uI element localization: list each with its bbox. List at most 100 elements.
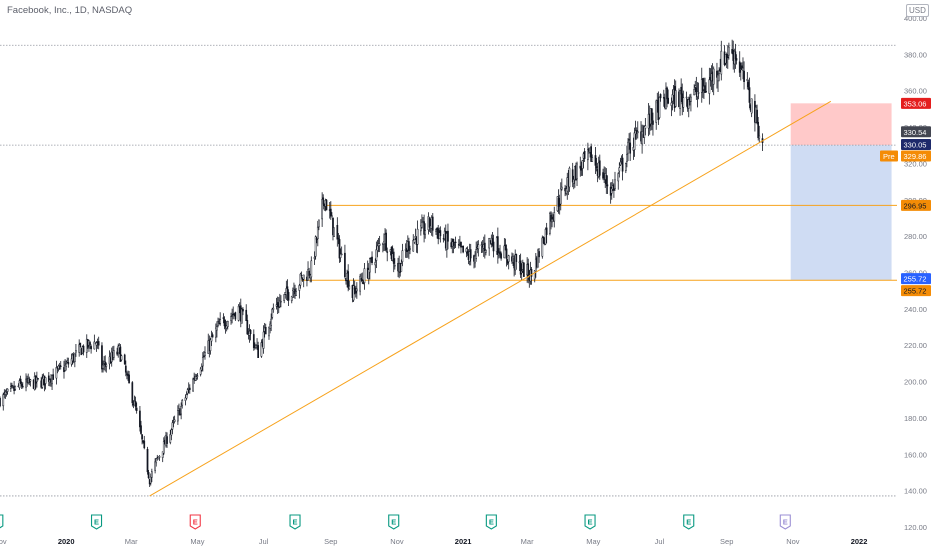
- candle-body: [735, 52, 736, 59]
- candle-body: [203, 356, 204, 357]
- candle-body: [311, 261, 312, 277]
- earnings-marker[interactable]: E: [290, 515, 300, 529]
- candle-body: [668, 98, 669, 103]
- earnings-marker[interactable]: E: [92, 515, 102, 529]
- candle-body: [485, 250, 486, 252]
- price-label-text: 330.05: [904, 141, 927, 150]
- candle-body: [742, 68, 743, 71]
- candle-body: [637, 131, 638, 132]
- earnings-marker[interactable]: E: [190, 515, 200, 529]
- take-profit-zone[interactable]: [791, 145, 892, 280]
- candle-body: [7, 389, 8, 391]
- candle-body: [89, 342, 90, 344]
- x-tick-label: Jul: [259, 537, 269, 546]
- candle-body: [709, 80, 710, 94]
- candle-body: [341, 254, 342, 255]
- candle-body: [132, 383, 133, 403]
- candle-body: [0, 398, 1, 406]
- candle-body: [660, 94, 661, 98]
- y-tick-label: 360.00: [904, 87, 927, 96]
- earnings-marker-letter: E: [94, 518, 99, 527]
- candle-body: [230, 317, 231, 321]
- candle-body: [144, 441, 145, 448]
- y-tick-label: 380.00: [904, 50, 927, 59]
- candle-body: [387, 252, 388, 253]
- earnings-marker-letter: E: [588, 518, 593, 527]
- earnings-marker[interactable]: E: [585, 515, 595, 529]
- candle-body: [135, 401, 136, 406]
- x-tick-label: 2021: [455, 537, 472, 546]
- x-tick-label: May: [586, 537, 600, 546]
- candle-body: [394, 265, 395, 266]
- candle-body: [124, 355, 125, 364]
- candle-body: [467, 251, 468, 253]
- candle-body: [364, 269, 365, 283]
- candle-body: [187, 390, 188, 394]
- price-label-level: 255.72: [901, 285, 931, 296]
- candle-body: [379, 244, 380, 246]
- candle-body: [333, 228, 334, 237]
- price-label-target: 255.72: [901, 273, 931, 284]
- candle-body: [22, 386, 23, 387]
- candle-body: [212, 335, 213, 338]
- y-tick-label: 160.00: [904, 450, 927, 459]
- candle-body: [481, 245, 482, 246]
- y-tick-label: 180.00: [904, 414, 927, 423]
- candle-body: [508, 256, 509, 262]
- candle-body: [681, 87, 682, 94]
- candle-body: [247, 320, 248, 334]
- candle-body: [666, 88, 667, 99]
- candle-body: [447, 231, 448, 241]
- earnings-marker[interactable]: E: [486, 515, 496, 529]
- candle-body: [675, 90, 676, 106]
- earnings-marker[interactable]: E: [389, 515, 399, 529]
- candle-body: [484, 243, 485, 251]
- currency-button[interactable]: USD: [906, 4, 929, 17]
- candle-body: [11, 385, 12, 386]
- candle-body: [170, 434, 171, 442]
- candle-body: [758, 122, 759, 138]
- candle-body: [402, 251, 403, 262]
- candle-body: [622, 158, 623, 171]
- candle-body: [74, 354, 75, 362]
- candle-body: [98, 341, 99, 345]
- candle-body: [197, 376, 198, 377]
- candle-body: [66, 364, 67, 367]
- candle-body: [303, 275, 304, 279]
- candle-body: [425, 231, 426, 234]
- candle-body: [301, 275, 302, 276]
- candle-body: [560, 189, 561, 204]
- candle-body: [695, 86, 696, 88]
- candle-body: [751, 99, 752, 113]
- candle-body: [534, 271, 535, 279]
- candle-body: [686, 97, 687, 98]
- candle-body: [652, 121, 653, 125]
- candle-body: [56, 367, 57, 378]
- candle-body: [671, 103, 672, 106]
- candle-body: [717, 75, 718, 81]
- candle-body: [576, 164, 577, 179]
- candle-body: [223, 318, 224, 319]
- candle-body: [102, 365, 103, 368]
- candle-body: [263, 332, 264, 348]
- price-label-text: 255.72: [904, 275, 927, 284]
- candle-body: [393, 252, 394, 264]
- candle-body: [690, 97, 691, 101]
- candle-body: [280, 301, 281, 302]
- candle-body: [53, 375, 54, 380]
- candle-body: [139, 411, 140, 427]
- earnings-marker[interactable]: E: [780, 515, 790, 529]
- candle-body: [455, 242, 456, 243]
- earnings-marker-letter: E: [391, 518, 396, 527]
- stop-loss-zone[interactable]: [791, 103, 892, 145]
- candle-body: [698, 93, 699, 94]
- candle-body: [232, 316, 233, 317]
- candle-body: [202, 357, 203, 366]
- earnings-marker[interactable]: E: [684, 515, 694, 529]
- price-label-text: 353.06: [904, 99, 927, 108]
- candle-body: [42, 378, 43, 387]
- x-tick-label: Nov: [786, 537, 800, 546]
- candle-body: [148, 472, 149, 477]
